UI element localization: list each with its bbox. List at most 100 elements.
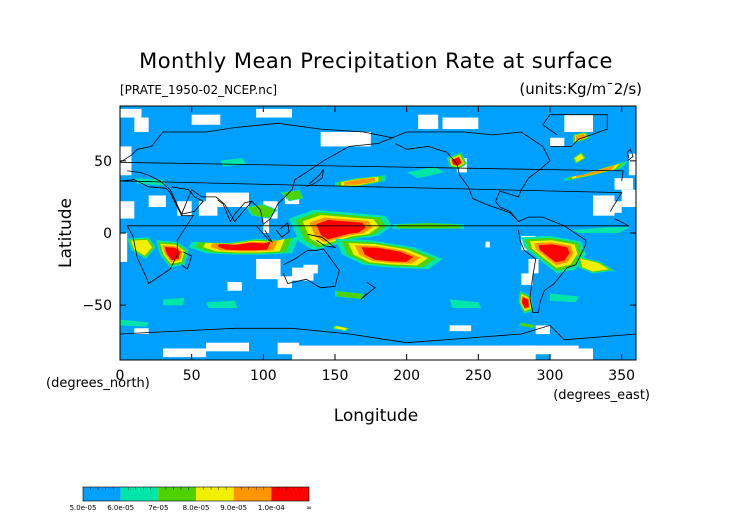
missing-cell: [227, 282, 242, 291]
units-label: (units:Kg/m¯2/s): [519, 80, 642, 98]
precip-contour-4: [344, 177, 375, 185]
missing-cell: [528, 258, 539, 274]
missing-cell: [256, 108, 292, 118]
colorbar-swatch: [158, 487, 196, 501]
x-tick-label: 100: [250, 368, 277, 384]
missing-cell: [535, 325, 550, 335]
colorbar-swatch: [120, 487, 159, 501]
x-tick-label: 200: [393, 368, 420, 384]
missing-cell: [263, 212, 270, 233]
x-axis: 0 50 100 150 200 250 300 350: [116, 106, 635, 384]
precip-contour-5: [451, 157, 462, 166]
colorbar-tick-label: 7e-05: [148, 504, 168, 512]
colorbar-swatch: [271, 487, 309, 501]
chart-title: Monthly Mean Precipitation Rate at surfa…: [139, 49, 613, 73]
missing-cell: [277, 342, 300, 355]
coastline-layer: [120, 114, 636, 344]
x-tick-label: 50: [183, 368, 201, 384]
precip-contour-3: [131, 239, 153, 256]
x-tick-label: 150: [322, 368, 349, 384]
missing-cell: [206, 342, 249, 352]
missing-cell: [303, 264, 318, 274]
missing-cell: [449, 325, 472, 332]
precip-contour-1: [163, 297, 185, 306]
coastline: [518, 216, 587, 313]
colorbar-swatch: [196, 487, 234, 501]
y-unit-label: (degrees_north): [46, 376, 150, 391]
missing-cell: [485, 241, 490, 248]
y-axis: 50 0 −50: [82, 154, 636, 314]
precip-contour-5: [522, 297, 529, 309]
colorbar-frame: [82, 486, 310, 502]
x-unit-label: (degrees_east): [553, 388, 650, 403]
coastline: [120, 122, 624, 226]
precip-contour-layer: [120, 132, 629, 332]
missing-cell: [120, 108, 142, 118]
precip-contour-1: [206, 300, 238, 308]
coastline: [120, 324, 636, 344]
missing-cell: [120, 201, 135, 219]
precip-contour-2: [519, 322, 535, 328]
coastline: [217, 199, 252, 223]
y-axis-label: Latitude: [56, 198, 76, 268]
coastline: [169, 186, 204, 215]
missing-cell: [277, 276, 292, 288]
precip-contour-5: [217, 241, 271, 251]
x-tick-label: 300: [537, 368, 564, 384]
coastline: [283, 248, 340, 289]
coastline: [542, 114, 608, 147]
missing-cell: [521, 345, 579, 355]
y-tick-label: 50: [94, 154, 112, 170]
x-tick-label: 0: [116, 368, 125, 384]
colorbar-tick-label: 8.0e-05: [183, 504, 210, 512]
missing-cell: [564, 114, 593, 132]
colorbar: 5.0e-05 6.0e-05 7e-05 8.0e-05 9.0e-05 1.0e-04…: [70, 486, 312, 512]
coastline: [275, 222, 290, 238]
x-axis-label: Longitude: [334, 406, 419, 426]
coastline: [360, 281, 376, 300]
missing-cell: [206, 192, 249, 208]
missing-cell: [134, 117, 149, 132]
y-tick-label: −50: [82, 298, 112, 314]
plot-area: [120, 106, 636, 360]
x-tick-label: 250: [465, 368, 492, 384]
precip-contour-1: [120, 319, 149, 327]
precip-contour-2: [336, 291, 362, 299]
precip-contour-1: [406, 166, 444, 179]
coastline: [120, 179, 629, 285]
coastline: [392, 131, 551, 222]
precip-contour-2: [248, 205, 276, 218]
source-filename: [PRATE_1950-02_NCEP.nc]: [120, 83, 277, 97]
precip-contour-5: [538, 244, 570, 263]
coastline: [307, 234, 337, 249]
missing-cell: [442, 117, 479, 130]
colorbar-tick-label: 6.0e-05: [107, 504, 134, 512]
missing-cell: [163, 348, 206, 358]
missing-cell: [550, 137, 565, 147]
colorbar-tick-label: 9.0e-05: [220, 504, 247, 512]
colorbar-swatch: [83, 487, 121, 501]
missing-cell: [148, 195, 166, 208]
coastline: [181, 251, 193, 270]
precip-contour-1: [449, 299, 482, 308]
coastline: [626, 148, 634, 162]
missing-cell: [363, 348, 450, 358]
precip-contour-3: [580, 258, 609, 272]
missing-cell: [191, 114, 221, 125]
precip-contour-5: [361, 247, 414, 262]
missing-cell: [601, 201, 622, 213]
y-tick-label: 0: [103, 226, 112, 242]
coastline: [306, 169, 324, 188]
precip-contour-3: [574, 153, 585, 163]
missing-cell: [134, 328, 149, 335]
x-tick-label: 350: [608, 368, 635, 384]
precip-contour-2: [282, 190, 303, 201]
precip-contour-1: [550, 293, 579, 303]
colorbar-tick-label: ∞: [306, 504, 312, 512]
missing-cell: [614, 178, 634, 190]
coastline: [255, 225, 274, 243]
colorbar-tick-label: 5.0e-05: [70, 504, 97, 512]
missing-cell: [550, 348, 593, 360]
precip-contour-1: [571, 227, 629, 233]
